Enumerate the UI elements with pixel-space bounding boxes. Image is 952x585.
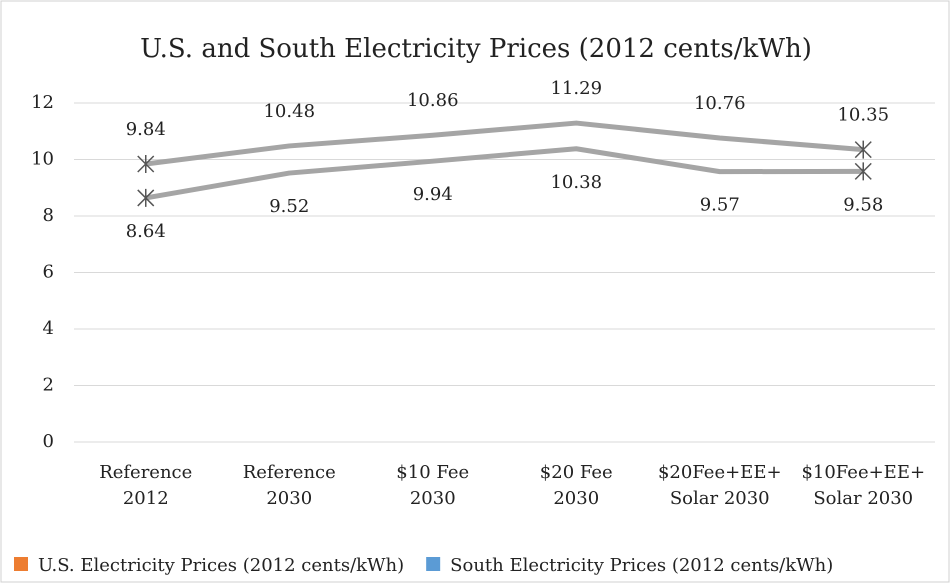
data-label: 8.64 xyxy=(126,221,166,242)
point-marker xyxy=(137,155,155,174)
data-label: 10.38 xyxy=(550,172,602,193)
data-label: 10.48 xyxy=(263,101,315,122)
legend-swatch xyxy=(14,557,28,571)
data-label: 9.84 xyxy=(126,119,166,140)
chart-title: U.S. and South Electricity Prices (2012 … xyxy=(140,34,812,64)
legend-label: South Electricity Prices (2012 cents/kWh… xyxy=(450,555,833,576)
point-marker xyxy=(137,188,155,207)
data-label: 9.94 xyxy=(413,184,453,205)
y-tick-label: 10 xyxy=(31,149,54,170)
series-line xyxy=(145,146,864,201)
y-tick-label: 0 xyxy=(43,431,54,452)
x-tick-label: Solar 2030 xyxy=(670,488,770,509)
data-label: 9.58 xyxy=(843,194,883,215)
data-label: 9.57 xyxy=(700,195,740,216)
x-tick-label: 2030 xyxy=(410,488,456,509)
point-marker xyxy=(854,140,872,159)
data-label: 10.35 xyxy=(837,105,889,126)
x-tick-label: Reference xyxy=(99,462,192,483)
x-tick-label: $10Fee+EE+ xyxy=(801,462,925,483)
x-tick-label: $20Fee+EE+ xyxy=(658,462,782,483)
y-tick-label: 2 xyxy=(43,375,54,396)
x-tick-label: Solar 2030 xyxy=(813,488,913,509)
y-tick-label: 4 xyxy=(43,318,54,339)
series-line xyxy=(145,120,864,167)
legend-swatch xyxy=(426,557,441,571)
x-tick-label: 2012 xyxy=(123,488,169,509)
y-tick-label: 8 xyxy=(43,205,54,226)
x-tick-label: 2030 xyxy=(266,488,312,509)
y-tick-label: 6 xyxy=(43,262,54,283)
y-tick-label: 12 xyxy=(31,92,54,113)
legend-label: U.S. Electricity Prices (2012 cents/kWh) xyxy=(38,555,404,576)
x-tick-label: $20 Fee xyxy=(540,462,613,483)
x-tick-label: Reference xyxy=(243,462,336,483)
data-label: 10.76 xyxy=(694,93,746,114)
data-label: 10.86 xyxy=(407,90,459,111)
data-label: 9.52 xyxy=(269,196,309,217)
x-tick-label: $10 Fee xyxy=(396,462,469,483)
x-tick-label: 2030 xyxy=(553,488,599,509)
point-marker xyxy=(854,162,872,181)
data-label: 11.29 xyxy=(550,78,602,99)
